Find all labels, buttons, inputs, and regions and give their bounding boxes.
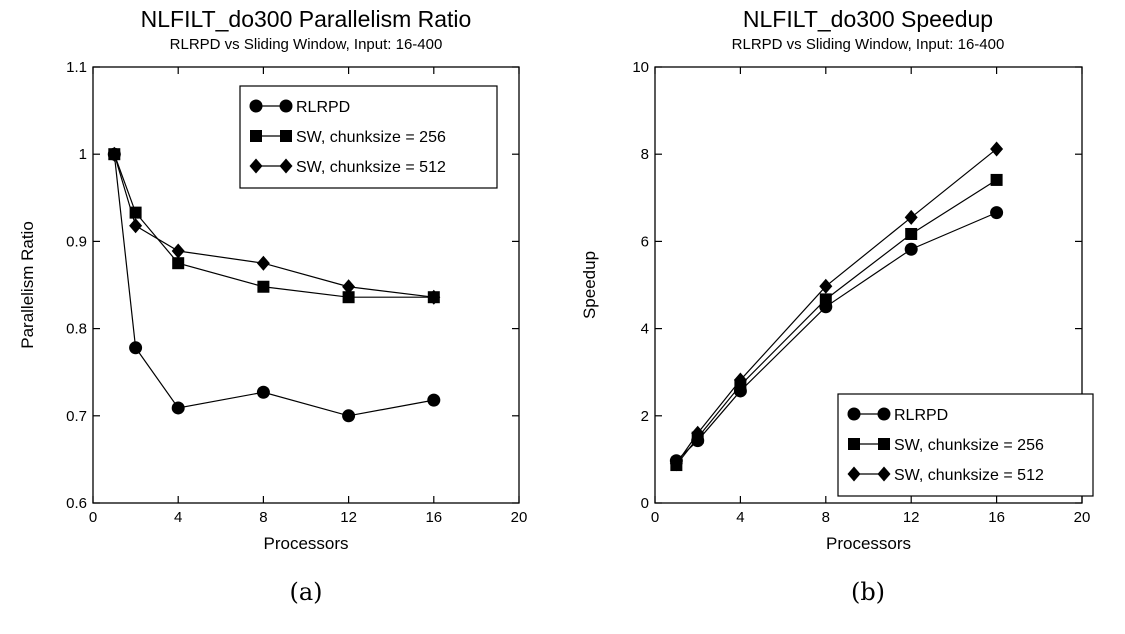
x-tick-label: 16 [988,509,1005,526]
x-tick-label: 8 [822,509,830,526]
x-tick-label: 20 [1074,509,1091,526]
y-tick-label: 0.6 [66,495,87,512]
series-line [113,154,434,298]
series-line [113,153,434,298]
data-point-diamond [129,218,143,234]
x-tick-label: 0 [651,509,659,526]
data-point-circle [427,393,441,407]
data-point-square [342,291,355,304]
x-tick-label: 4 [736,509,744,526]
x-axis-label: Processors [263,534,348,553]
data-point-diamond [171,243,185,259]
data-point-diamond [990,141,1004,157]
legend-entry: SW, chunksize = 256 [296,129,446,146]
legend-marker-diamond [847,466,861,482]
data-point-square [905,227,918,240]
y-tick-label: 2 [641,408,649,425]
data-point-diamond [691,425,705,441]
legend-marker-circle [877,407,891,421]
y-tick-label: 0.9 [66,233,87,250]
x-tick-label: 4 [174,509,182,526]
y-tick-label: 0.8 [66,321,87,338]
x-tick-label: 12 [340,509,357,526]
series-diamond [669,141,1004,472]
data-point-square [172,257,185,270]
y-axis-label: Parallelism Ratio [18,221,37,349]
series-circle [107,147,441,423]
data-point-circle [129,341,143,355]
legend-entry: RLRPD [296,99,350,116]
data-point-circle [342,409,356,423]
y-tick-label: 8 [641,146,649,163]
legend: RLRPD SW, chunksize = 256 SW, chunksize = … [239,85,498,189]
chart-title: NLFILT_do300 Parallelism Ratio [141,6,472,32]
data-point-square [819,293,832,306]
legend-marker-square [280,130,292,142]
chart-subtitle: RLRPD vs Sliding Window, Input: 16-400 [732,36,1005,53]
legend-marker-circle [279,99,293,113]
data-point-diamond [819,278,833,294]
plot-area [654,66,1083,504]
series-diamond [107,146,441,305]
y-axis-label: Speedup [580,251,599,319]
y-tick-label: 1 [79,146,87,163]
data-point-diamond [256,255,270,271]
x-tick-label: 0 [89,509,97,526]
x-tick-label: 12 [903,509,920,526]
data-point-square [990,173,1003,186]
y-tick-label: 0 [641,495,649,512]
data-point-diamond [904,209,918,225]
x-tick-label: 20 [511,509,528,526]
data-point-diamond [107,146,121,162]
data-point-circle [990,206,1004,220]
chart-subtitle: RLRPD vs Sliding Window, Input: 16-400 [170,36,443,53]
data-point-circle [904,242,918,256]
y-tick-label: 1.1 [66,59,87,76]
legend-entry: SW, chunksize = 512 [296,159,446,176]
x-tick-label: 16 [425,509,442,526]
legend-marker-circle [847,407,861,421]
data-point-circle [256,385,270,399]
y-tick-label: 6 [641,233,649,250]
legend-marker-circle [249,99,263,113]
legend-entry: RLRPD [894,407,948,424]
legend-entry: SW, chunksize = 256 [894,437,1044,454]
legend: RLRPD SW, chunksize = 256 SW, chunksize = … [837,393,1094,497]
series-line [675,148,997,465]
data-point-circle [171,401,185,415]
y-tick-label: 10 [632,59,649,76]
legend-marker-square [878,438,890,450]
y-tick-label: 0.7 [66,408,87,425]
plot-area [92,66,520,504]
x-tick-label: 8 [259,509,267,526]
legend-marker-square [848,438,860,450]
legend-marker-diamond [877,466,891,482]
legend-marker-square [250,130,262,142]
figure-caption: (a) [289,578,322,606]
figure-caption: (b) [851,578,885,606]
chart-title: NLFILT_do300 Speedup [743,6,993,32]
legend-marker-diamond [249,158,263,174]
y-tick-label: 4 [641,321,649,338]
legend-entry: SW, chunksize = 512 [894,467,1044,484]
data-point-diamond [342,279,356,295]
chart-2: NLFILT_do300 Speedup RLRPD vs Sliding Win… [580,6,1094,606]
series-line [113,154,434,417]
legend-marker-diamond [279,158,293,174]
data-point-diamond [427,289,441,305]
x-axis-label: Processors [826,534,911,553]
chart-1: NLFILT_do300 Parallelism Ratio RLRPD vs S… [18,6,527,606]
data-point-diamond [669,456,683,472]
data-point-square [257,280,270,293]
data-point-diamond [733,372,747,388]
